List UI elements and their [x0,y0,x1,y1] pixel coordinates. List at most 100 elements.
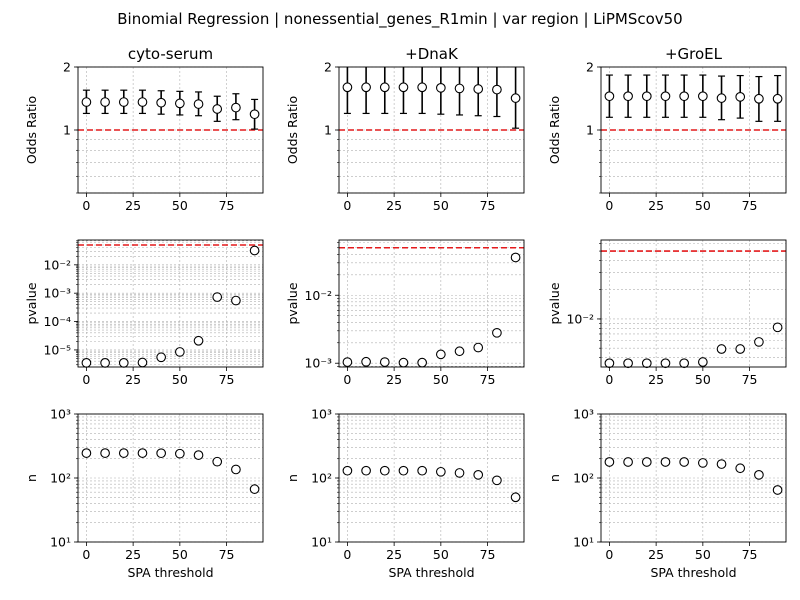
x-axis-label: SPA threshold [650,565,736,580]
data-point [716,93,727,103]
data-point [697,91,708,102]
x-tick-label: 25 [648,372,664,387]
data-point [118,448,129,458]
data-point [604,91,615,102]
data-point [754,93,764,104]
data-point [604,457,615,467]
x-tick-label: 25 [648,547,664,562]
x-tick-label: 75 [219,198,235,213]
subplot-title: +GroEL [665,45,723,63]
y-axis-label: n [547,474,562,482]
x-tick-label: 0 [82,372,90,387]
x-tick-label: 75 [742,198,758,213]
y-tick-label: 10¹ [573,535,594,550]
x-tick-label: 0 [605,547,613,562]
data-point [510,252,521,263]
data-point [492,84,502,95]
data-point [118,97,129,107]
data-point [473,84,484,94]
data-point [435,83,446,93]
y-axis-label: Odds Ratio [547,96,562,164]
y-tick-label: 10³ [573,407,594,422]
y-axis-label: pvalue [285,282,300,324]
data-point [342,465,353,476]
data-point [435,349,446,360]
y-tick-label: 10⁻² [304,288,332,303]
y-tick-label: 1 [324,123,332,138]
subplot-odds-ratio-2: 0 25 50 75 1 2 +GroEL Odds Ratio [547,45,787,213]
subplot-pvalue-1: 0 25 50 75 10⁻³ 10⁻² pvalue [285,239,525,387]
x-tick-label: 50 [695,198,711,213]
data-point [492,327,502,338]
y-axis-label: Odds Ratio [24,96,39,164]
y-tick-label: 10³ [50,407,71,422]
data-point [417,82,428,93]
x-tick-label: 50 [433,547,449,562]
x-tick-label: 75 [480,198,496,213]
data-point [492,475,502,486]
data-point [454,346,465,357]
subplot-n-2: 0 25 50 75 10¹ 10² 10³ n SPA threshold [547,407,787,580]
x-tick-label: 50 [172,198,188,213]
y-tick-label: 10² [573,471,594,486]
data-point [212,292,223,302]
data-point [679,358,690,369]
subplot-odds-ratio-0: 0 25 50 75 1 2 cyto-serum Odds Ratio [24,45,264,213]
data-point [361,356,371,367]
data-point [716,344,727,354]
y-tick-label: 10¹ [50,535,71,550]
y-axis-label: n [24,474,39,482]
data-point [174,347,185,357]
x-tick-label: 0 [605,198,613,213]
y-tick-label: 10⁻⁴ [43,314,71,329]
data-point [137,448,148,458]
y-tick-label: 2 [324,60,332,75]
data-point [231,102,241,113]
data-point [137,357,148,368]
data-point [231,295,241,306]
data-point [174,98,185,109]
data-point [510,492,521,503]
subplot-odds-ratio-1: 0 25 50 75 1 2 +DnaK Odds Ratio [285,45,525,213]
x-tick-label: 50 [433,372,449,387]
y-tick-label: 10⁻³ [304,356,332,371]
data-point [81,97,92,107]
data-point [156,448,167,459]
y-tick-label: 2 [63,60,71,75]
data-point [193,335,204,346]
x-tick-label: 50 [433,198,449,213]
y-tick-label: 10⁻⁵ [43,342,71,357]
y-axis-label: pvalue [547,282,562,324]
y-axis-label: pvalue [24,282,39,324]
y-tick-label: 10² [50,471,71,486]
data-point [473,470,484,480]
data-point [156,97,167,108]
x-tick-label: 75 [219,547,235,562]
data-point [193,450,204,460]
data-point [212,456,223,467]
y-tick-label: 10¹ [311,535,332,550]
x-tick-label: 75 [480,372,496,387]
data-point [137,97,148,107]
x-tick-label: 25 [125,372,141,387]
data-point [772,93,783,104]
x-tick-label: 50 [172,372,188,387]
x-tick-label: 0 [82,547,90,562]
figure-title: Binomial Regression | nonessential_genes… [117,10,682,29]
x-tick-label: 50 [695,372,711,387]
data-point [398,357,409,368]
data-point [697,458,708,468]
x-tick-label: 0 [343,198,351,213]
data-point [510,93,521,103]
data-point [716,459,727,469]
y-tick-label: 10² [311,471,332,486]
x-tick-label: 75 [480,547,496,562]
subplot-title: cyto-serum [128,45,213,63]
subplot-pvalue-2: 0 25 50 75 10⁻² pvalue [547,239,787,387]
data-point [435,466,446,477]
x-tick-label: 0 [343,547,351,562]
data-point [772,322,783,333]
y-tick-label: 10⁻² [43,257,71,272]
subplot-n-0: 0 25 50 75 10¹ 10² 10³ n SPA threshold [24,407,264,580]
data-point [641,358,652,369]
